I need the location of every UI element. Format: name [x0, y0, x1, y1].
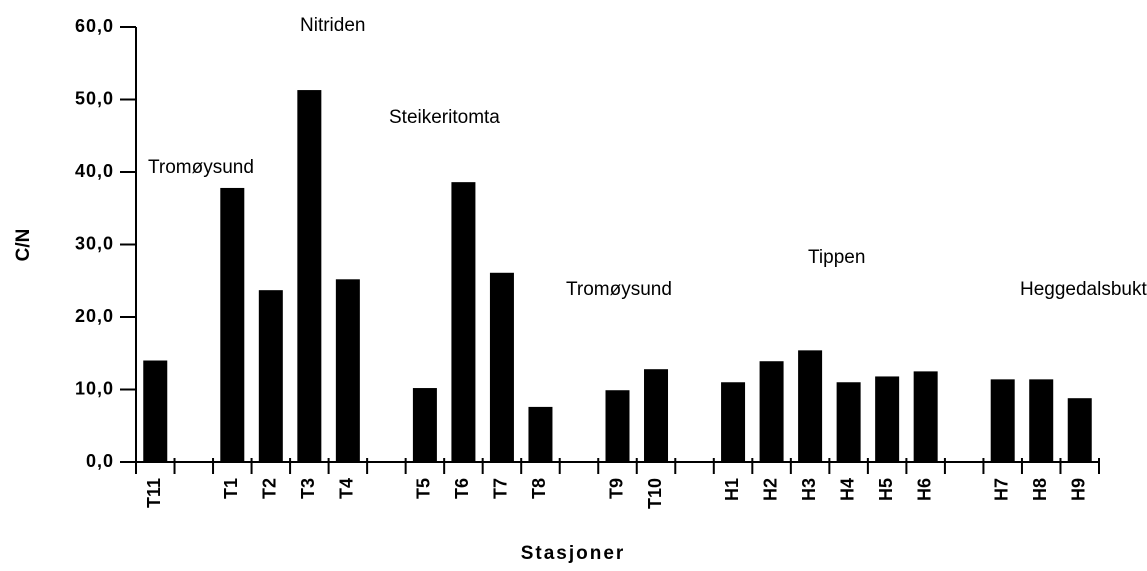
bar	[836, 382, 861, 462]
x-tick-label: T2	[260, 478, 280, 499]
x-tick-label: T9	[606, 478, 626, 499]
x-tick-label: H1	[722, 478, 742, 501]
y-tick-label: 10,0	[75, 378, 114, 398]
bar	[143, 360, 168, 462]
y-tick-label: 60,0	[75, 16, 114, 36]
x-tick-label: T3	[298, 478, 318, 499]
bar	[451, 182, 476, 462]
x-tick-label: H5	[876, 478, 896, 501]
y-axis-title: C/N	[13, 229, 34, 262]
bar	[644, 369, 669, 462]
x-tick-label: T4	[337, 478, 357, 499]
annotation: Tromøysund	[148, 157, 254, 178]
bar	[875, 376, 900, 462]
x-tick-label: H7	[991, 478, 1011, 501]
x-tick-label: H8	[1030, 478, 1050, 501]
x-tick-label: T7	[491, 478, 511, 499]
bar	[258, 290, 283, 462]
x-tick-label: T1	[221, 478, 241, 499]
bar	[220, 187, 245, 462]
x-tick-label: H3	[799, 478, 819, 501]
bar	[1067, 398, 1092, 462]
annotation: Tippen	[808, 247, 865, 268]
bar	[1029, 379, 1054, 462]
bar	[721, 382, 746, 462]
bar	[412, 388, 437, 462]
x-tick-label: H2	[760, 478, 780, 501]
x-tick-label: T10	[645, 478, 665, 509]
bar	[990, 379, 1015, 462]
bar	[528, 406, 553, 462]
x-tick-label: H9	[1068, 478, 1088, 501]
annotation: Heggedalsbukta	[1020, 279, 1147, 300]
bar	[605, 390, 630, 462]
x-tick-label: H6	[914, 478, 934, 501]
bar	[913, 371, 938, 462]
y-tick-label: 40,0	[75, 161, 114, 181]
x-tick-label: T11	[144, 478, 164, 508]
annotation: Tromøysund	[566, 279, 672, 300]
bar	[798, 350, 823, 462]
x-tick-label: T6	[452, 478, 472, 499]
bar	[489, 272, 514, 462]
bar	[297, 90, 322, 462]
x-tick-label: T8	[529, 478, 549, 499]
annotation: Steikeritomta	[389, 107, 500, 128]
bar	[759, 361, 784, 462]
x-tick-label: H4	[837, 478, 857, 501]
y-tick-label: 50,0	[75, 88, 114, 108]
x-tick-label: T5	[414, 478, 434, 499]
annotation: Nitriden	[300, 15, 365, 36]
y-tick-label: 0,0	[86, 451, 114, 471]
bar	[335, 279, 360, 462]
y-tick-label: 20,0	[75, 306, 114, 326]
x-axis-title: Stasjoner	[521, 543, 626, 564]
y-tick-label: 30,0	[75, 233, 114, 253]
